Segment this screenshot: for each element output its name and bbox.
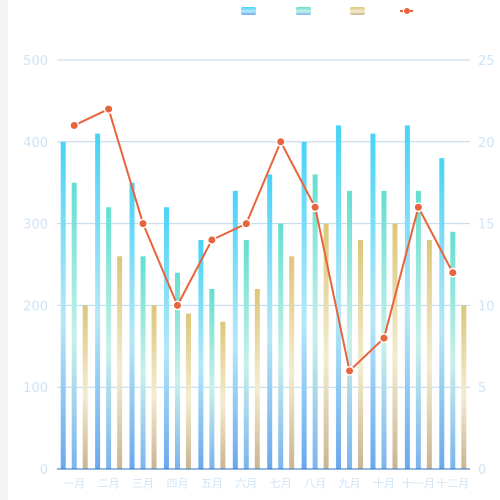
y-left-tick-label: 300 [23,218,48,233]
bar-s2-1 [71,182,77,469]
bar-s3-5 [220,321,226,469]
legend-line-marker [404,8,410,14]
y-right-tick-label: 20 [478,136,495,151]
bar-s1-11 [404,125,410,469]
y-left-tick-label: 200 [23,299,48,314]
left-edge-strip [0,0,8,500]
line-point-1 [69,120,80,131]
x-tick-label: 九月 [339,477,361,490]
y-left-tick-label: 0 [40,463,48,478]
bar-s2-8 [312,174,318,469]
bar-s1-6 [232,190,238,469]
x-tick-label: 七月 [270,477,292,490]
bar-s3-2 [117,256,123,469]
bar-s2-10 [381,190,387,469]
line-point-3 [138,218,148,229]
line-point-2 [103,104,114,114]
x-tick-label: 十二月 [436,476,469,490]
line-point-12 [447,267,458,278]
x-tick-label: 十一月 [402,476,435,490]
line-point-11 [413,202,424,213]
y-right-tick-label: 5 [478,381,486,396]
legend-swatch-s1 [241,7,256,15]
bar-s2-6 [243,239,249,469]
bar-s2-4 [174,272,180,469]
bar-series-group [60,125,467,470]
bar-s3-4 [185,313,191,469]
bar-s1-9 [336,125,342,469]
bar-s3-7 [289,256,295,469]
y-right-tick-label: 25 [478,54,495,69]
line-point-6 [241,218,252,229]
legend[interactable] [241,7,414,15]
line-point-8 [310,202,321,213]
bar-s3-9 [358,239,364,469]
x-tick-label: 十月 [373,476,395,490]
x-tick-label: 二月 [98,477,120,490]
bar-s2-5 [209,289,215,469]
line-point-7 [275,136,286,147]
legend-swatch-s2 [296,7,311,15]
x-tick-label: 四月 [166,477,188,490]
bar-s3-6 [254,289,260,469]
y-right-tick-label: 0 [478,463,486,478]
grid-lines [57,59,470,388]
line-point-9 [344,365,355,376]
bar-s3-11 [426,239,432,469]
bar-s1-4 [163,207,169,470]
y-right-tick-label: 15 [478,218,495,233]
bar-s3-3 [151,305,157,469]
bar-s1-1 [60,141,66,470]
x-tick-label: 八月 [304,477,326,490]
bar-s2-3 [140,256,146,469]
bar-s3-8 [323,223,329,469]
x-tick-label: 五月 [201,477,223,490]
bar-s2-2 [106,207,112,470]
bar-s1-7 [267,174,273,469]
line-point-4 [172,300,183,311]
line-point-5 [206,235,217,245]
bar-s1-10 [370,133,376,469]
bar-s2-7 [278,223,284,469]
line-point-10 [379,333,389,344]
y-right-tick-label: 10 [478,299,495,314]
axes: 0 100 200 300 400 500 0 5 10 15 20 25 一月 二月 三月 四月 五月 六月 七月… [23,54,494,490]
y-left-tick-label: 400 [23,136,48,151]
y-left-tick-label: 100 [23,381,48,396]
bar-s1-3 [129,182,135,469]
bar-s1-8 [301,141,307,470]
bar-s3-10 [392,223,398,469]
line-series-path [73,107,454,373]
x-tick-label: 三月 [132,477,154,490]
y-left-tick-label: 500 [23,54,48,69]
legend-swatch-s3 [350,7,365,15]
bar-s2-11 [415,190,421,469]
x-tick-label: 一月 [63,477,85,490]
bar-s3-1 [82,305,88,469]
bar-s1-2 [95,133,101,469]
bar-s2-12 [450,231,456,469]
line-series-group [69,104,458,376]
bar-s1-12 [439,158,445,469]
bar-s1-5 [198,239,204,469]
x-tick-label: 六月 [235,477,257,490]
bar-s2-9 [347,190,353,469]
bar-s3-12 [461,305,467,469]
